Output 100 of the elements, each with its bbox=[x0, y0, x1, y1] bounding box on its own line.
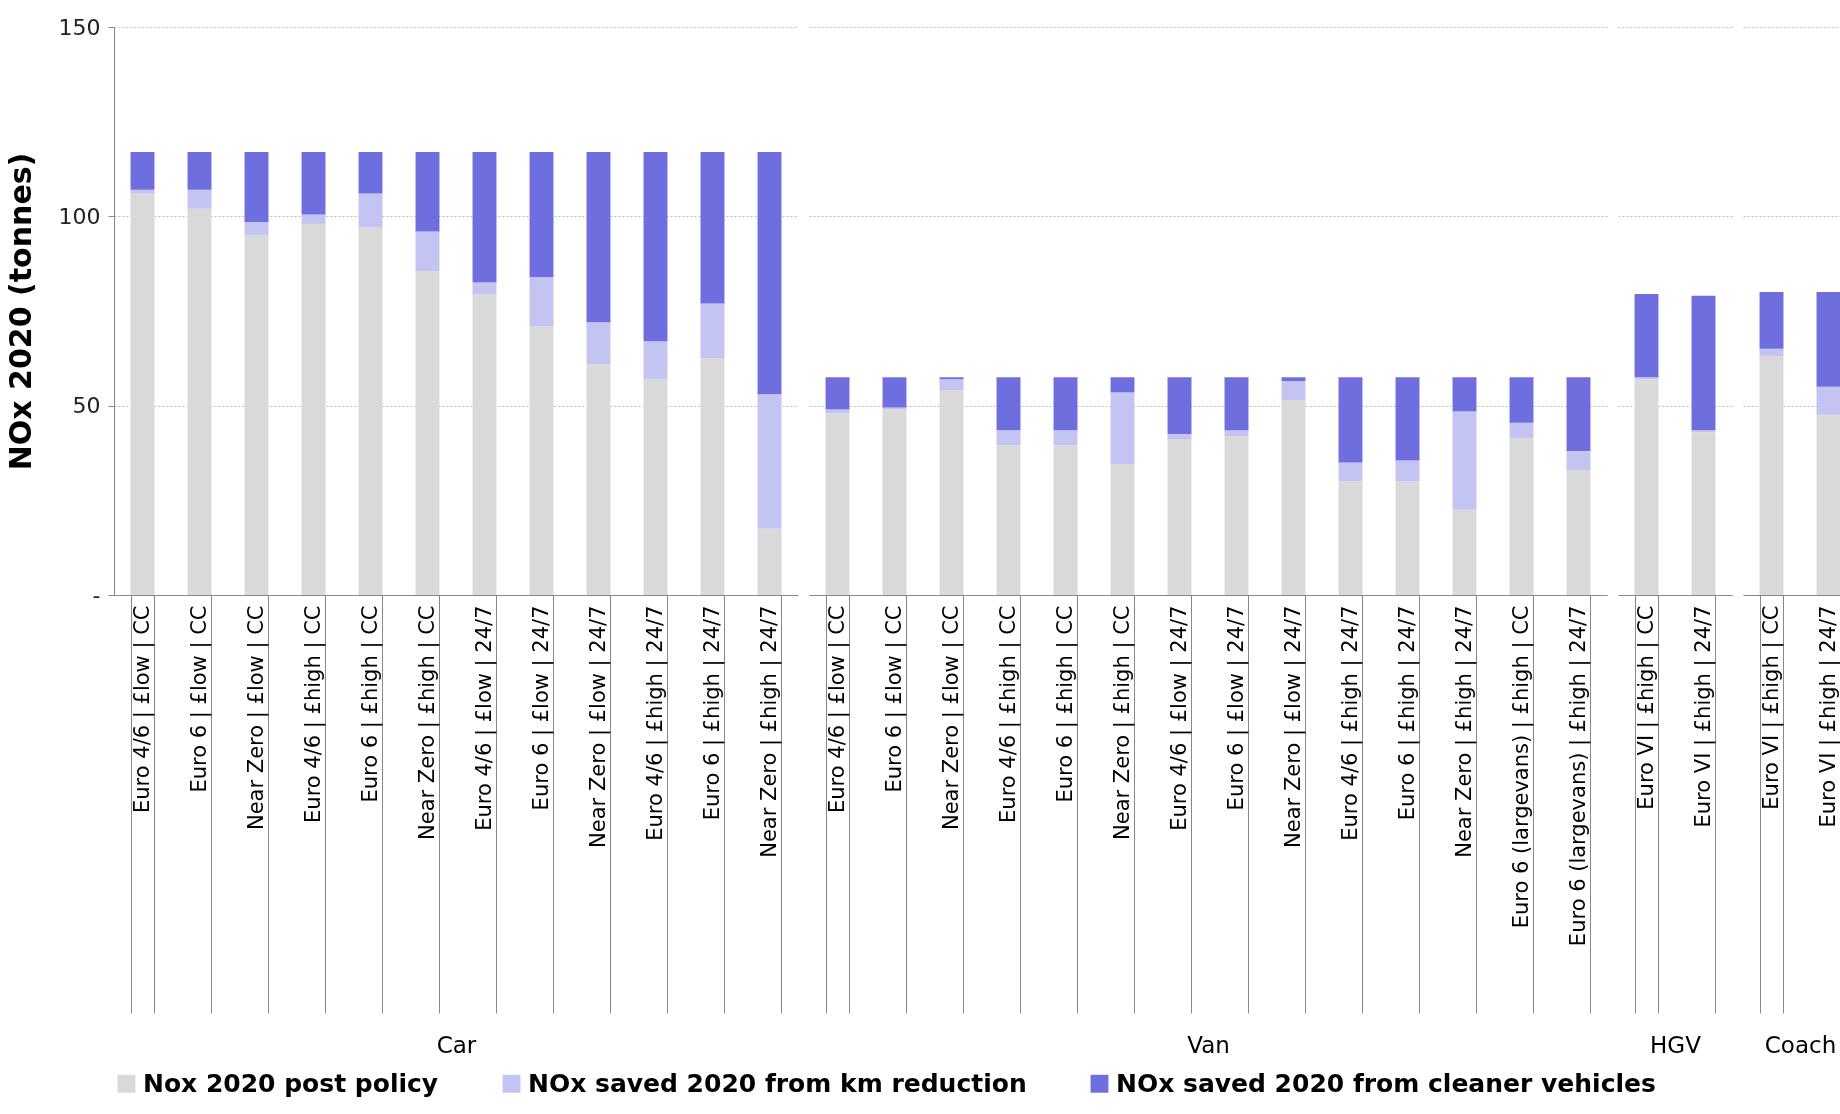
bar bbox=[187, 208, 212, 595]
bar bbox=[472, 282, 497, 294]
bar bbox=[939, 390, 964, 595]
bar bbox=[996, 445, 1021, 595]
x-tick-label: Euro 4/6 | £high | 24/7 bbox=[1338, 605, 1363, 841]
bar bbox=[301, 151, 326, 215]
bar bbox=[1110, 464, 1135, 595]
bar bbox=[1452, 411, 1477, 510]
bar bbox=[187, 151, 212, 190]
bar bbox=[700, 151, 725, 304]
bar bbox=[529, 276, 554, 327]
x-tick-label: Euro 4/6 | £low | 24/7 bbox=[472, 605, 497, 831]
bar bbox=[643, 341, 668, 380]
bar bbox=[1816, 292, 1840, 387]
bar bbox=[415, 231, 440, 272]
bar bbox=[1224, 377, 1249, 431]
bar bbox=[1224, 435, 1249, 595]
bar bbox=[1634, 379, 1659, 595]
x-axis-title: HGV bbox=[1650, 1031, 1702, 1058]
bar bbox=[358, 193, 383, 228]
bar bbox=[529, 151, 554, 277]
x-tick-label: Near Zero | £low | 24/7 bbox=[1281, 605, 1306, 848]
x-tick-label: Euro 6 | £high | 24/7 bbox=[700, 605, 725, 821]
x-tick-label: Near Zero | £high | CC bbox=[1110, 605, 1135, 840]
y-tick-label: 50 bbox=[72, 393, 101, 419]
bar bbox=[244, 235, 269, 595]
bar bbox=[472, 151, 497, 283]
bar bbox=[415, 271, 440, 595]
bar bbox=[358, 151, 383, 194]
x-tick-label: Euro 4/6 | £high | 24/7 bbox=[643, 605, 668, 841]
legend-label: Nox 2020 post policy bbox=[143, 1068, 439, 1098]
legend-label: NOx saved 2020 from cleaner vehicles bbox=[1116, 1068, 1656, 1098]
bar bbox=[1167, 434, 1192, 440]
bar bbox=[1224, 430, 1249, 436]
x-tick-label: Near Zero | £high | CC bbox=[415, 605, 440, 840]
bar bbox=[757, 528, 782, 595]
y-tick-label: 150 bbox=[58, 14, 101, 40]
x-tick-label: Euro VI | £high | CC bbox=[1759, 605, 1784, 810]
x-tick-label: Euro 6 (largevans) | £high | 24/7 bbox=[1566, 605, 1591, 947]
x-axis-title: Coach bbox=[1764, 1031, 1837, 1058]
bar bbox=[996, 377, 1021, 431]
bar bbox=[825, 409, 850, 414]
y-tick-label: - bbox=[92, 582, 101, 608]
bar bbox=[700, 358, 725, 595]
x-tick-label: Euro 4/6 | £low | CC bbox=[825, 605, 850, 813]
x-tick-label: Euro VI | £high | 24/7 bbox=[1816, 605, 1840, 828]
bar bbox=[757, 151, 782, 395]
x-tick-label: Near Zero | £low | CC bbox=[244, 605, 269, 831]
bar bbox=[472, 293, 497, 595]
bar bbox=[643, 379, 668, 595]
bar bbox=[1634, 293, 1659, 378]
bar bbox=[757, 394, 782, 529]
bar bbox=[939, 379, 964, 391]
bar bbox=[1509, 377, 1534, 423]
bar bbox=[1395, 460, 1420, 482]
x-tick-label: Euro 6 | £low | 24/7 bbox=[529, 605, 554, 811]
x-tick-label: Euro 4/6 | £low | CC bbox=[130, 605, 155, 813]
bar bbox=[1759, 356, 1784, 595]
bar bbox=[700, 303, 725, 359]
legend-label: NOx saved 2020 from km reduction bbox=[528, 1068, 1027, 1098]
bar bbox=[1566, 377, 1591, 452]
bar bbox=[244, 151, 269, 223]
bar bbox=[1816, 386, 1840, 416]
bar bbox=[882, 377, 907, 408]
x-tick-label: Euro 6 | £high | CC bbox=[358, 605, 383, 803]
x-tick-label: Euro 6 | £high | CC bbox=[1053, 605, 1078, 803]
x-tick-label: Euro 4/6 | £low | 24/7 bbox=[1167, 605, 1192, 831]
bar bbox=[1395, 481, 1420, 595]
x-tick-label: Euro 6 (largevans) | £high | CC bbox=[1509, 605, 1534, 929]
bar bbox=[1110, 377, 1135, 393]
bar bbox=[643, 151, 668, 342]
bar bbox=[1566, 451, 1591, 471]
x-tick-label: Euro VI | £high | 24/7 bbox=[1691, 605, 1716, 828]
bar bbox=[825, 413, 850, 595]
bar bbox=[1053, 430, 1078, 446]
x-tick-label: Near Zero | £high | 24/7 bbox=[1452, 605, 1477, 858]
bar bbox=[1395, 377, 1420, 461]
bar bbox=[882, 409, 907, 595]
bar bbox=[1281, 399, 1306, 595]
bar bbox=[187, 189, 212, 209]
bar bbox=[1167, 439, 1192, 595]
x-axis-title: Van bbox=[1187, 1031, 1230, 1058]
x-tick-label: Euro 6 | £low | 24/7 bbox=[1224, 605, 1249, 811]
x-tick-label: Near Zero | £low | 24/7 bbox=[586, 605, 611, 848]
x-tick-label: Euro VI | £high | CC bbox=[1634, 605, 1659, 810]
x-tick-label: Near Zero | £high | 24/7 bbox=[757, 605, 782, 858]
bar bbox=[586, 322, 611, 365]
bar bbox=[1816, 415, 1840, 595]
bar bbox=[1452, 509, 1477, 595]
bar bbox=[244, 222, 269, 236]
x-tick-label: Euro 6 | £low | CC bbox=[882, 605, 907, 793]
bar bbox=[586, 151, 611, 323]
bar bbox=[1167, 377, 1192, 435]
bar bbox=[130, 151, 155, 190]
bar bbox=[1281, 377, 1306, 382]
bar bbox=[358, 227, 383, 595]
bar bbox=[415, 151, 440, 232]
bar bbox=[301, 214, 326, 224]
bar bbox=[1509, 437, 1534, 595]
x-axis-title: Car bbox=[436, 1031, 477, 1058]
